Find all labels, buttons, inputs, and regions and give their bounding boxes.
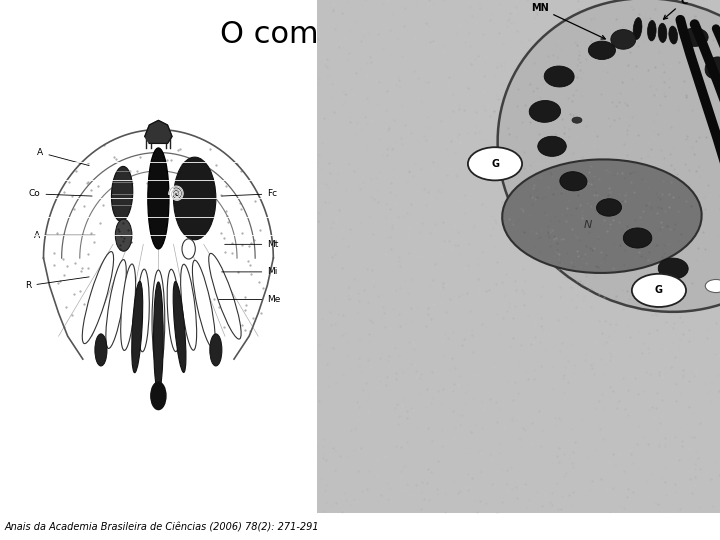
Text: O complexo apical: O complexo apical — [220, 20, 500, 49]
Ellipse shape — [106, 260, 126, 348]
Ellipse shape — [167, 269, 180, 352]
Ellipse shape — [112, 166, 132, 221]
Ellipse shape — [529, 100, 561, 123]
Ellipse shape — [148, 148, 169, 249]
Ellipse shape — [209, 253, 241, 339]
Ellipse shape — [151, 382, 166, 409]
Ellipse shape — [138, 269, 149, 352]
Ellipse shape — [152, 270, 165, 371]
Ellipse shape — [681, 28, 708, 46]
Ellipse shape — [669, 26, 678, 44]
Text: A: A — [35, 231, 95, 240]
Ellipse shape — [560, 172, 587, 191]
Ellipse shape — [121, 264, 135, 350]
Ellipse shape — [705, 57, 720, 79]
Text: C: C — [664, 0, 688, 19]
Text: Mt: Mt — [225, 240, 279, 249]
Text: Anais da Academia Brasileira de Ciências (2006) 78(2): 271-291: Anais da Academia Brasileira de Ciências… — [5, 522, 320, 532]
Ellipse shape — [544, 66, 574, 87]
Ellipse shape — [174, 157, 216, 240]
Text: Fc: Fc — [222, 190, 277, 198]
Ellipse shape — [82, 252, 114, 343]
Ellipse shape — [210, 334, 222, 366]
Ellipse shape — [647, 21, 656, 41]
Ellipse shape — [181, 264, 197, 350]
Ellipse shape — [633, 18, 642, 39]
Ellipse shape — [658, 23, 667, 43]
FancyBboxPatch shape — [317, 0, 720, 513]
Text: Mi: Mi — [222, 267, 278, 276]
Ellipse shape — [153, 282, 163, 392]
Text: Co: Co — [29, 190, 92, 198]
Polygon shape — [145, 120, 172, 143]
Ellipse shape — [192, 260, 215, 348]
Ellipse shape — [95, 334, 107, 366]
Ellipse shape — [624, 228, 652, 248]
Circle shape — [632, 274, 686, 307]
Ellipse shape — [132, 281, 143, 373]
Text: Me: Me — [219, 295, 281, 304]
Ellipse shape — [611, 30, 636, 49]
Ellipse shape — [115, 219, 132, 251]
Ellipse shape — [502, 159, 702, 273]
Circle shape — [572, 117, 582, 123]
Text: R: R — [25, 277, 89, 290]
Circle shape — [182, 239, 195, 259]
Text: G: G — [491, 159, 499, 169]
Ellipse shape — [658, 258, 688, 279]
Circle shape — [468, 147, 522, 180]
Text: A: A — [37, 148, 89, 166]
Text: N: N — [583, 220, 592, 230]
Text: G: G — [655, 285, 663, 295]
Text: MN: MN — [531, 3, 606, 39]
Ellipse shape — [597, 199, 621, 216]
Circle shape — [706, 280, 720, 293]
Ellipse shape — [538, 136, 566, 157]
Ellipse shape — [174, 281, 186, 373]
Ellipse shape — [498, 0, 720, 312]
Ellipse shape — [588, 41, 616, 59]
